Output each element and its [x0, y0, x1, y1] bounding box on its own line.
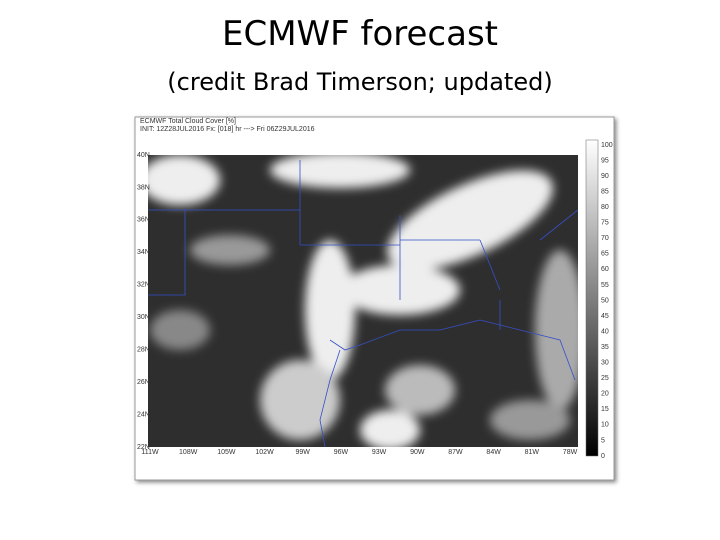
colorbar-tick-label: 25 [601, 375, 609, 382]
colorbar-tick-label: 100 [601, 142, 613, 149]
map-header: INIT: 12Z28JUL2016 Fx: [018] hr ---> Fri… [140, 126, 315, 133]
colorbar-tick-label: 65 [601, 251, 609, 258]
map-header: ECMWF Total Cloud Cover [%] [140, 118, 236, 125]
colorbar-tick-label: 0 [601, 453, 605, 460]
colorbar-tick-label: 30 [601, 360, 609, 367]
colorbar-tick-label: 70 [601, 235, 609, 242]
colorbar-tick-label: 45 [601, 313, 609, 320]
lat-label: 32N [137, 282, 150, 289]
lon-label: 99W [296, 449, 311, 456]
colorbar [585, 139, 599, 457]
colorbar-tick-label: 20 [601, 391, 609, 398]
lon-label: 78W [563, 449, 578, 456]
cloud-map [148, 155, 578, 447]
lat-label: 36N [137, 217, 150, 224]
subtitle: (credit Brad Timerson; updated) [167, 68, 553, 96]
lat-label: 28N [137, 347, 150, 354]
lon-label: 102W [255, 449, 274, 456]
lon-label: 87W [448, 449, 463, 456]
title: ECMWF forecast [221, 14, 499, 54]
lon-label: 96W [334, 449, 349, 456]
colorbar-tick-label: 5 [601, 437, 605, 444]
lon-label: 90W [410, 449, 425, 456]
colorbar-tick-label: 15 [601, 406, 609, 413]
colorbar-tick-label: 60 [601, 266, 609, 273]
colorbar-tick-label: 35 [601, 344, 609, 351]
colorbar-tick-label: 90 [601, 173, 609, 180]
lon-label: 81W [525, 449, 540, 456]
lon-label: 105W [217, 449, 236, 456]
colorbar-tick-label: 10 [601, 422, 609, 429]
lon-label: 93W [372, 449, 387, 456]
lon-label: 108W [179, 449, 198, 456]
lat-label: 26N [137, 379, 150, 386]
lon-label: 84W [486, 449, 501, 456]
lat-label: 38N [137, 184, 150, 191]
colorbar-tick-label: 50 [601, 297, 609, 304]
colorbar-tick-label: 80 [601, 204, 609, 211]
lat-label: 22N [137, 444, 150, 451]
lon-label: 111W [141, 449, 159, 456]
lat-label: 34N [137, 249, 150, 256]
lat-label: 40N [137, 152, 150, 159]
colorbar-tick-label: 95 [601, 157, 609, 164]
lat-label: 24N [137, 411, 150, 418]
lat-label: 30N [137, 314, 150, 321]
colorbar-tick-label: 55 [601, 282, 609, 289]
colorbar-tick-label: 40 [601, 328, 609, 335]
colorbar-tick-label: 85 [601, 188, 609, 195]
colorbar-tick-label: 75 [601, 220, 609, 227]
